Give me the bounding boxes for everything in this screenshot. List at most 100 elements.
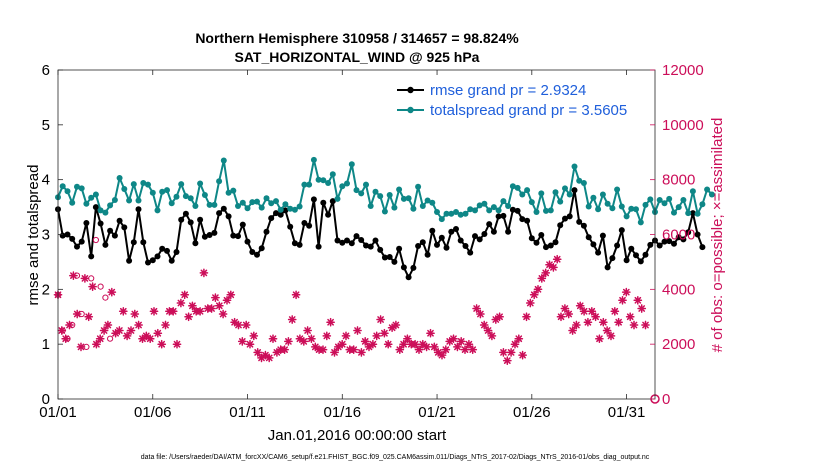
series-1-point-106	[557, 198, 564, 205]
assimilated-point-38-stroke-3	[200, 269, 208, 277]
series-1-point-46	[273, 198, 279, 205]
series-1-point-60	[339, 183, 346, 190]
series-0-point-97	[514, 207, 521, 214]
assimilated-point-47	[234, 320, 243, 330]
series-1-point-3	[69, 199, 76, 206]
series-1-point-33	[211, 201, 218, 208]
assimilated-point-132	[560, 304, 570, 313]
assimilated-point-144-stroke-3	[607, 332, 615, 340]
series-0-point-32	[206, 232, 213, 238]
series-0-point-85	[457, 237, 464, 244]
series-1-point-26	[178, 181, 185, 188]
x-tick-label-6: 01/31	[608, 404, 646, 421]
assimilated-point-45	[226, 290, 236, 300]
series-1-point-6	[83, 200, 90, 207]
series-1-point-113	[590, 194, 597, 201]
assimilated-point-91	[403, 334, 412, 344]
series-1-point-78	[424, 197, 431, 204]
possible-point-5	[78, 310, 85, 318]
assimilated-point-129	[549, 263, 558, 272]
series-0-point-124	[642, 251, 649, 258]
series-1-point-108	[566, 191, 573, 198]
x-tick-label-3: 01/16	[324, 404, 362, 421]
assimilated-point-59	[280, 345, 289, 355]
assimilated-point-19	[126, 326, 136, 335]
assimilated-point-138-stroke-3	[584, 318, 592, 326]
series-0-point-105	[552, 239, 559, 246]
y-axis-label: rmse and totalspread	[25, 165, 42, 306]
y2-tick-label-5: 10000	[662, 117, 704, 134]
assimilated-point-128-stroke-3	[546, 261, 553, 269]
series-0-point-61	[344, 237, 350, 244]
assimilated-point-88-stroke-3	[392, 321, 400, 329]
series-0-point-24	[168, 257, 175, 264]
assimilated-point-85-stroke-3	[381, 329, 388, 337]
series-1-point-110	[576, 177, 583, 184]
assimilated-point-30	[168, 306, 178, 316]
assimilated-point-40	[207, 304, 216, 313]
series-1-point-29	[192, 203, 199, 209]
series-0-point-70	[386, 254, 393, 260]
assimilated-point-136	[575, 301, 585, 311]
assimilated-point-52-stroke-3	[254, 349, 262, 356]
series-1-point-89	[476, 202, 483, 209]
series-1-point-57	[325, 180, 332, 186]
assimilated-point-134	[568, 326, 577, 335]
assimilated-point-137	[579, 306, 589, 316]
assimilated-point-54-stroke-3	[262, 351, 269, 359]
assimilated-point-144	[606, 331, 616, 341]
series-0-point-69	[381, 254, 388, 261]
assimilated-point-140-stroke-3	[592, 313, 599, 321]
assimilated-point-149	[625, 312, 635, 322]
series-1-point-84	[453, 209, 459, 215]
assimilated-point-35	[188, 301, 197, 311]
assimilated-point-127-stroke-3	[542, 269, 550, 277]
series-1-point-105	[552, 189, 559, 196]
assimilated-point-97-stroke-3	[427, 329, 434, 337]
series-0-point-21	[154, 253, 161, 260]
x-tick-label-2: 01/11	[229, 404, 265, 421]
series-1-point-62	[348, 161, 355, 168]
series-1-point-109	[571, 163, 578, 170]
series-1-point-17	[135, 197, 142, 204]
legend-box	[394, 78, 644, 122]
series-0-point-35	[220, 205, 227, 212]
series-0-point-65	[363, 242, 369, 249]
assimilated-point-67-stroke-3	[311, 343, 319, 351]
possible-point-8	[92, 236, 100, 244]
assimilated-point-64	[299, 337, 309, 346]
assimilated-point-101-stroke-3	[442, 346, 450, 353]
series-0-point-50	[291, 240, 298, 247]
assimilated-point-77-stroke-3	[350, 346, 358, 353]
series-1-point-111	[580, 180, 587, 186]
assimilated-point-113-stroke-3	[488, 332, 496, 340]
series-0-point-26	[178, 216, 185, 223]
possible-point-10	[102, 294, 109, 301]
assimilated-point-123	[525, 298, 535, 308]
assimilated-point-103-stroke-3	[450, 335, 457, 343]
assimilated-point-12-stroke-3	[100, 327, 108, 334]
assimilated-point-28-stroke-3	[162, 321, 169, 329]
assimilated-point-5-stroke-3	[73, 310, 81, 318]
assimilated-point-43	[218, 309, 228, 319]
series-1-point-95	[505, 203, 512, 209]
series-0-point-60	[339, 239, 346, 246]
series-1-point-39	[239, 199, 246, 206]
assimilated-point-89	[395, 345, 405, 355]
series-1-point-40	[244, 205, 251, 212]
assimilated-point-81	[364, 342, 374, 352]
series-1-point-117	[609, 205, 616, 212]
series-1-point-91	[486, 207, 493, 214]
series-0-point-122	[633, 252, 639, 259]
assimilated-point-77	[349, 345, 359, 355]
series-1-point-87	[467, 206, 474, 213]
assimilated-point-153-stroke-3	[642, 321, 649, 329]
assimilated-point-131	[556, 312, 566, 322]
series-0-point-28	[187, 219, 194, 226]
series-1-point-2	[64, 188, 71, 195]
assimilated-point-9	[88, 282, 97, 291]
series-1-point-83	[448, 210, 455, 217]
assimilated-point-148-stroke-3	[622, 288, 630, 296]
assimilated-point-124	[529, 290, 539, 300]
assimilated-point-7	[80, 274, 90, 283]
